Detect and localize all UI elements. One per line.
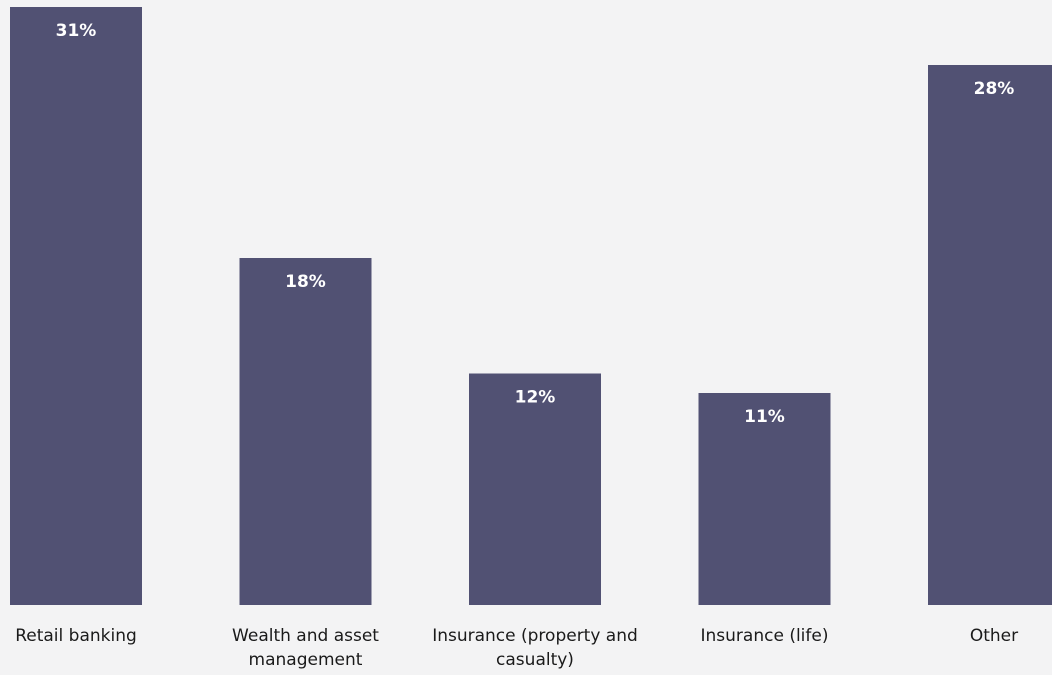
bar <box>239 257 372 605</box>
data-label: 11% <box>744 407 785 427</box>
bar <box>10 7 142 605</box>
data-label: 31% <box>56 21 97 41</box>
data-label: 28% <box>974 79 1015 99</box>
category-label: management <box>249 650 363 670</box>
category-label: casualty) <box>496 650 574 670</box>
data-label: 18% <box>285 272 326 292</box>
category-label: Wealth and asset <box>232 626 379 646</box>
bar <box>928 64 1052 605</box>
category-label: Insurance (life) <box>701 626 829 646</box>
category-label: Other <box>970 626 1018 646</box>
category-label: Insurance (property and <box>432 626 638 646</box>
bar <box>469 373 601 605</box>
bar <box>698 392 831 605</box>
data-label: 12% <box>515 388 556 408</box>
category-label: Retail banking <box>15 626 137 646</box>
